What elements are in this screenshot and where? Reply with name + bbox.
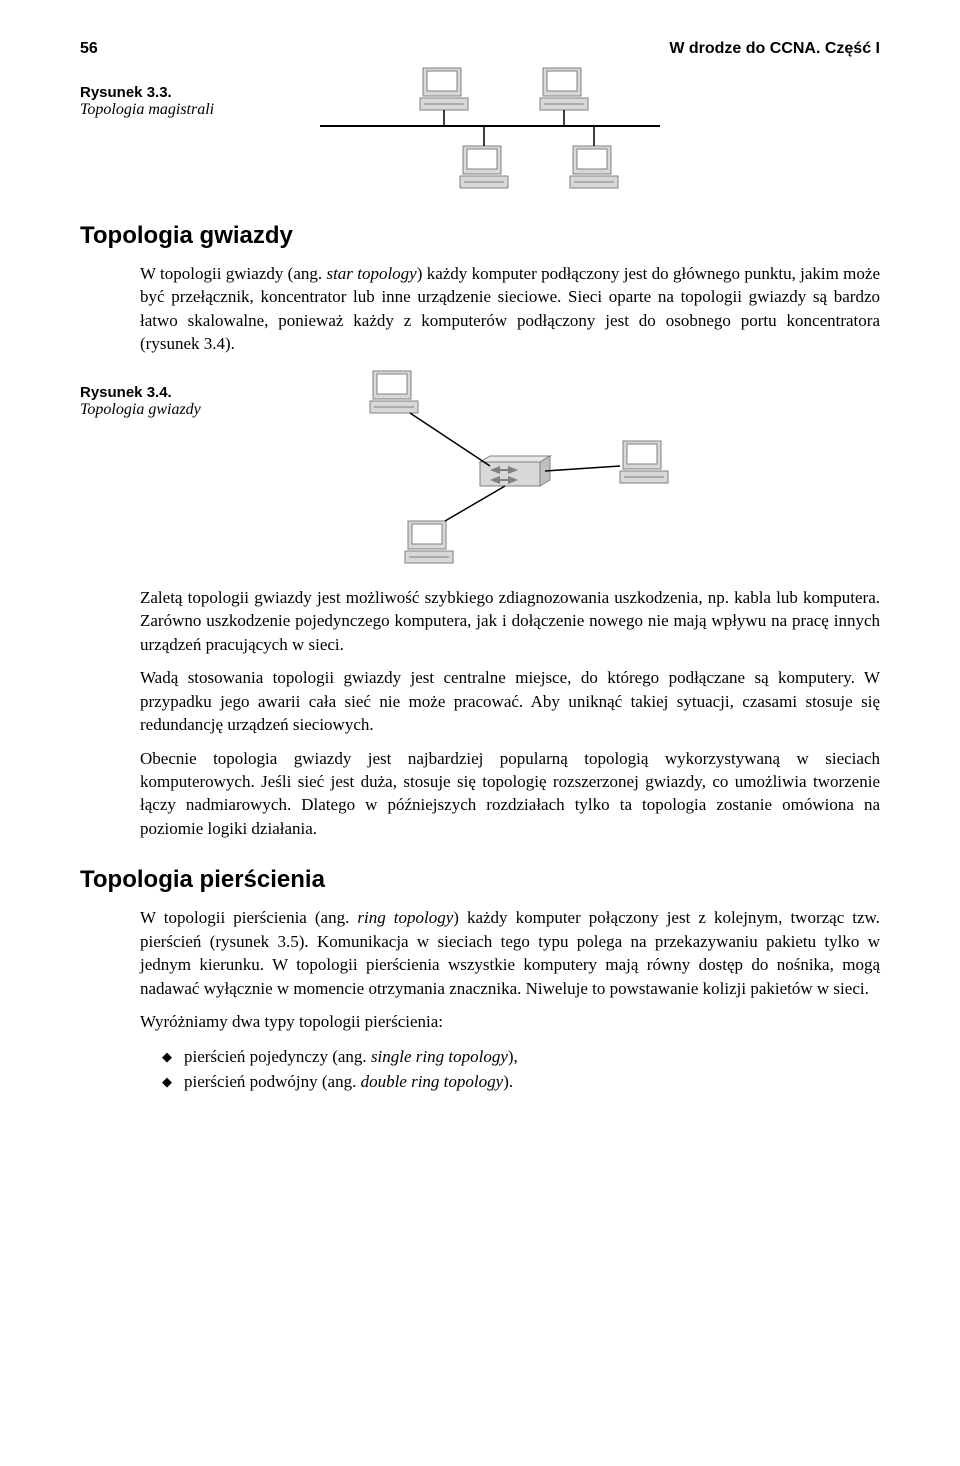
list-item: pierścień podwójny (ang. double ring top…	[162, 1069, 880, 1095]
text-fragment: ).	[503, 1072, 513, 1091]
figure-3-3-caption: Topologia magistrali	[80, 101, 270, 119]
book-title: W drodze do CCNA. Część I	[669, 40, 880, 58]
figure-3-4-label: Rysunek 3.4.	[80, 384, 270, 401]
figure-3-3-label-block: Rysunek 3.3. Topologia magistrali	[80, 66, 270, 125]
text-italic: star topology	[326, 264, 416, 283]
paragraph-ring-types-intro: Wyróżniamy dwa typy topologii pierścieni…	[140, 1010, 880, 1033]
text-fragment: pierścień podwójny (ang.	[184, 1072, 361, 1091]
text-fragment: W topologii gwiazdy (ang.	[140, 264, 326, 283]
text-italic: double ring topology	[361, 1072, 504, 1091]
figure-3-4: Rysunek 3.4. Topologia gwiazdy	[80, 366, 880, 576]
figure-3-4-caption: Topologia gwiazdy	[80, 401, 270, 419]
text-fragment: pierścień pojedynczy (ang.	[184, 1047, 371, 1066]
list-item: pierścień pojedynczy (ang. single ring t…	[162, 1044, 880, 1070]
ring-types-list: pierścień pojedynczy (ang. single ring t…	[162, 1044, 880, 1095]
text-italic: single ring topology	[371, 1047, 508, 1066]
figure-3-4-label-block: Rysunek 3.4. Topologia gwiazdy	[80, 366, 270, 425]
text-fragment: W topologii pierścienia (ang.	[140, 908, 357, 927]
paragraph-obecnie: Obecnie topologia gwiazdy jest najbardzi…	[140, 747, 880, 841]
paragraph-ring-intro: W topologii pierścienia (ang. ring topol…	[140, 906, 880, 1000]
bus-topology-diagram	[310, 66, 670, 196]
heading-topologia-pierscienia: Topologia pierścienia	[80, 866, 880, 894]
paragraph-star-intro: W topologii gwiazdy (ang. star topology)…	[140, 262, 880, 356]
page-header: 56 W drodze do CCNA. Część I	[80, 40, 880, 58]
paragraph-wada: Wadą stosowania topologii gwiazdy jest c…	[140, 666, 880, 736]
figure-3-3: Rysunek 3.3. Topologia magistrali	[80, 66, 880, 196]
page: 56 W drodze do CCNA. Część I Rysunek 3.3…	[0, 0, 960, 1159]
paragraph-zaleta: Zaletą topologii gwiazdy jest możliwość …	[140, 586, 880, 656]
text-italic: ring topology	[357, 908, 453, 927]
star-topology-diagram	[310, 366, 690, 576]
heading-topologia-gwiazdy: Topologia gwiazdy	[80, 222, 880, 250]
page-number: 56	[80, 40, 98, 58]
figure-3-3-label: Rysunek 3.3.	[80, 84, 270, 101]
text-fragment: ),	[508, 1047, 518, 1066]
